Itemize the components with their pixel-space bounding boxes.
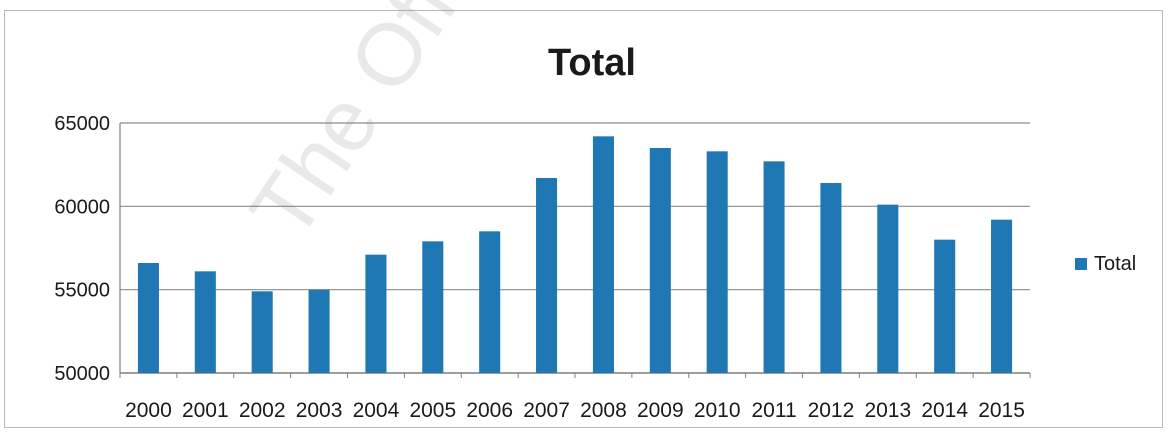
x-tick-label: 2011 — [751, 399, 796, 422]
x-tick-label: 2013 — [864, 399, 911, 422]
x-tick-label: 2005 — [409, 399, 456, 422]
y-axis-ticks: 50000 55000 60000 65000 — [54, 113, 110, 385]
x-tick-label: 2004 — [353, 399, 400, 422]
x-tick-label: 2015 — [978, 399, 1025, 422]
x-tick-label: 2000 — [125, 399, 172, 422]
x-tick-label: 2006 — [466, 399, 513, 422]
x-tick-label: 2008 — [580, 399, 627, 422]
x-tick-label: 2002 — [239, 399, 286, 422]
y-tick-label: 50000 — [54, 363, 110, 385]
bar-2005 — [422, 241, 444, 373]
x-tick-label: 2009 — [637, 399, 684, 422]
bar-2015 — [991, 219, 1013, 373]
bar-2012 — [820, 183, 842, 373]
y-tick-label: 55000 — [54, 280, 110, 302]
bar-2011 — [763, 161, 785, 373]
bars — [137, 136, 1013, 373]
chart-title: Total — [548, 42, 636, 84]
x-tick-label: 2003 — [296, 399, 343, 422]
bar-2009 — [649, 148, 671, 373]
legend-label: Total — [1094, 253, 1136, 275]
bar-2004 — [365, 254, 387, 373]
bar-2003 — [308, 289, 330, 373]
bar-2006 — [479, 231, 501, 373]
bar-2007 — [536, 178, 558, 373]
x-tick-label: 2001 — [182, 399, 229, 422]
x-tick-label: 2007 — [523, 399, 570, 422]
x-tick-label: 2010 — [694, 399, 741, 422]
bar-2002 — [251, 291, 273, 373]
bar-2014 — [934, 239, 956, 373]
x-tick-label: 2012 — [808, 399, 855, 422]
x-axis-ticks: 2000 2001 2002 2003 2004 2005 2006 2007 2008 2009… — [119, 373, 1031, 422]
legend: Total — [1075, 253, 1136, 275]
x-tick-label: 2014 — [921, 399, 968, 422]
y-tick-label: 65000 — [54, 113, 110, 135]
bar-2013 — [877, 204, 899, 373]
legend-swatch — [1075, 258, 1087, 270]
bar-2008 — [592, 136, 614, 373]
bar-2000 — [137, 263, 159, 373]
bar-2010 — [706, 151, 728, 373]
y-tick-label: 60000 — [54, 196, 110, 218]
bar-2001 — [194, 271, 216, 373]
